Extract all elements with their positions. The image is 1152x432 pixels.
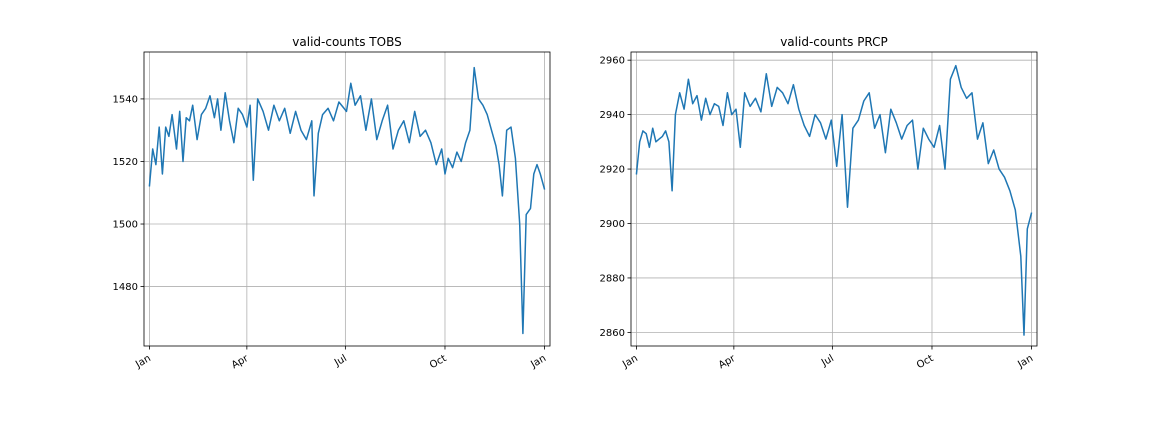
tobs-x-tick-label: Jan <box>133 353 153 371</box>
prcp-plot-frame <box>630 51 1038 347</box>
prcp-x-tick-label: Apr <box>717 353 738 372</box>
tobs-y-tick-label: 1500 <box>113 220 138 231</box>
prcp-y-tick-label: 2860 <box>600 328 625 339</box>
tobs-x-tick-label: Jan <box>528 353 548 371</box>
tobs-y-tick-label: 1540 <box>113 94 138 105</box>
prcp-y-tick-label: 2900 <box>600 219 625 230</box>
prcp-y-tick-label: 2880 <box>600 273 625 284</box>
tobs-x-tick-label: Jul <box>332 353 349 369</box>
tobs-x-tick-label: Apr <box>230 353 251 372</box>
prcp-y-tick-label: 2920 <box>600 165 625 176</box>
prcp-x-tick-label: Jul <box>819 353 836 369</box>
tobs-plot-frame <box>143 51 551 347</box>
prcp-x-tick-label: Jan <box>1015 353 1035 371</box>
tobs-chart: valid-counts TOBS 1480 1500 1520 1540 Jan Apr J… <box>113 35 551 372</box>
prcp-series-line <box>635 64 1033 336</box>
prcp-x-tick-label: Oct <box>915 353 936 371</box>
tobs-y-tick-label: 1520 <box>113 157 138 168</box>
tobs-series-line <box>148 66 546 335</box>
tobs-title: valid-counts TOBS <box>292 35 401 49</box>
prcp-y-tick-label: 2940 <box>600 110 625 121</box>
tobs-x-tick-label: Oct <box>428 353 449 371</box>
prcp-y-tick-label: 2960 <box>600 56 625 67</box>
prcp-title: valid-counts PRCP <box>780 35 888 49</box>
prcp-x-tick-label: Jan <box>620 353 640 371</box>
tobs-y-tick-label: 1480 <box>113 282 138 293</box>
prcp-chart: valid-counts PRCP 2860 2880 2900 2920 2940 296… <box>600 35 1038 372</box>
